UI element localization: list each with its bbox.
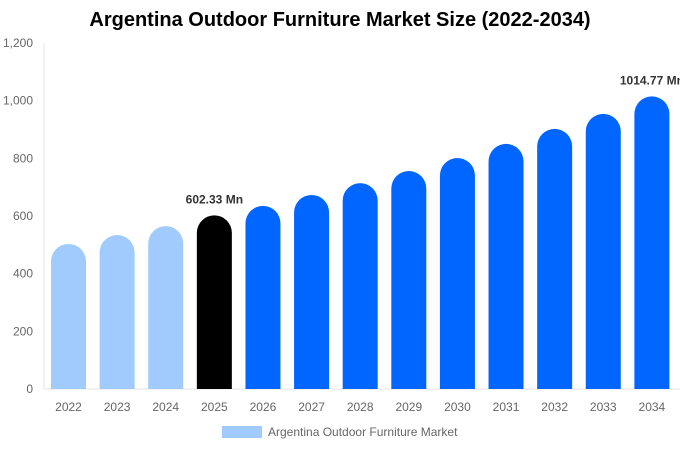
y-tick-label: 0 xyxy=(26,382,33,396)
data-label: 1014.77 Mn xyxy=(620,73,680,87)
y-tick-label: 1,200 xyxy=(3,36,33,50)
x-tick-label: 2025 xyxy=(201,400,228,414)
bar-2032 xyxy=(537,128,573,389)
bar-2023 xyxy=(99,235,135,389)
x-tick-label: 2028 xyxy=(347,400,374,414)
bar-2028 xyxy=(342,183,378,389)
y-tick-label: 1,000 xyxy=(3,94,33,108)
x-tick-label: 2023 xyxy=(104,400,131,414)
bar-2024 xyxy=(148,226,184,389)
y-tick-label: 600 xyxy=(13,209,33,223)
x-tick-label: 2022 xyxy=(55,400,82,414)
bar-2022 xyxy=(51,243,86,389)
x-tick-label: 2027 xyxy=(298,400,325,414)
bar-2027 xyxy=(294,194,330,389)
x-tick-label: 2034 xyxy=(639,400,666,414)
y-tick-label: 800 xyxy=(13,151,33,165)
x-tick-label: 2024 xyxy=(152,400,179,414)
bar-2026 xyxy=(245,205,281,389)
x-tick-label: 2026 xyxy=(250,400,277,414)
legend: Argentina Outdoor Furniture Market xyxy=(222,425,457,439)
legend-swatch xyxy=(222,426,262,438)
y-tick-label: 400 xyxy=(13,267,33,281)
x-tick-label: 2032 xyxy=(541,400,568,414)
bar-2033 xyxy=(585,113,621,389)
x-tick-label: 2033 xyxy=(590,400,617,414)
legend-label: Argentina Outdoor Furniture Market xyxy=(268,425,458,439)
data-label: 602.33 Mn xyxy=(186,192,243,206)
bar-2031 xyxy=(488,143,524,389)
bar-2034 xyxy=(634,96,670,389)
x-tick-label: 2029 xyxy=(395,400,422,414)
bar-2029 xyxy=(391,171,427,389)
x-tick-label: 2030 xyxy=(444,400,471,414)
chart-title: Argentina Outdoor Furniture Market Size … xyxy=(89,9,591,31)
y-tick-label: 200 xyxy=(13,324,33,338)
bar-2030 xyxy=(439,158,475,389)
bar-2025 xyxy=(196,215,232,389)
x-tick-label: 2031 xyxy=(493,400,520,414)
